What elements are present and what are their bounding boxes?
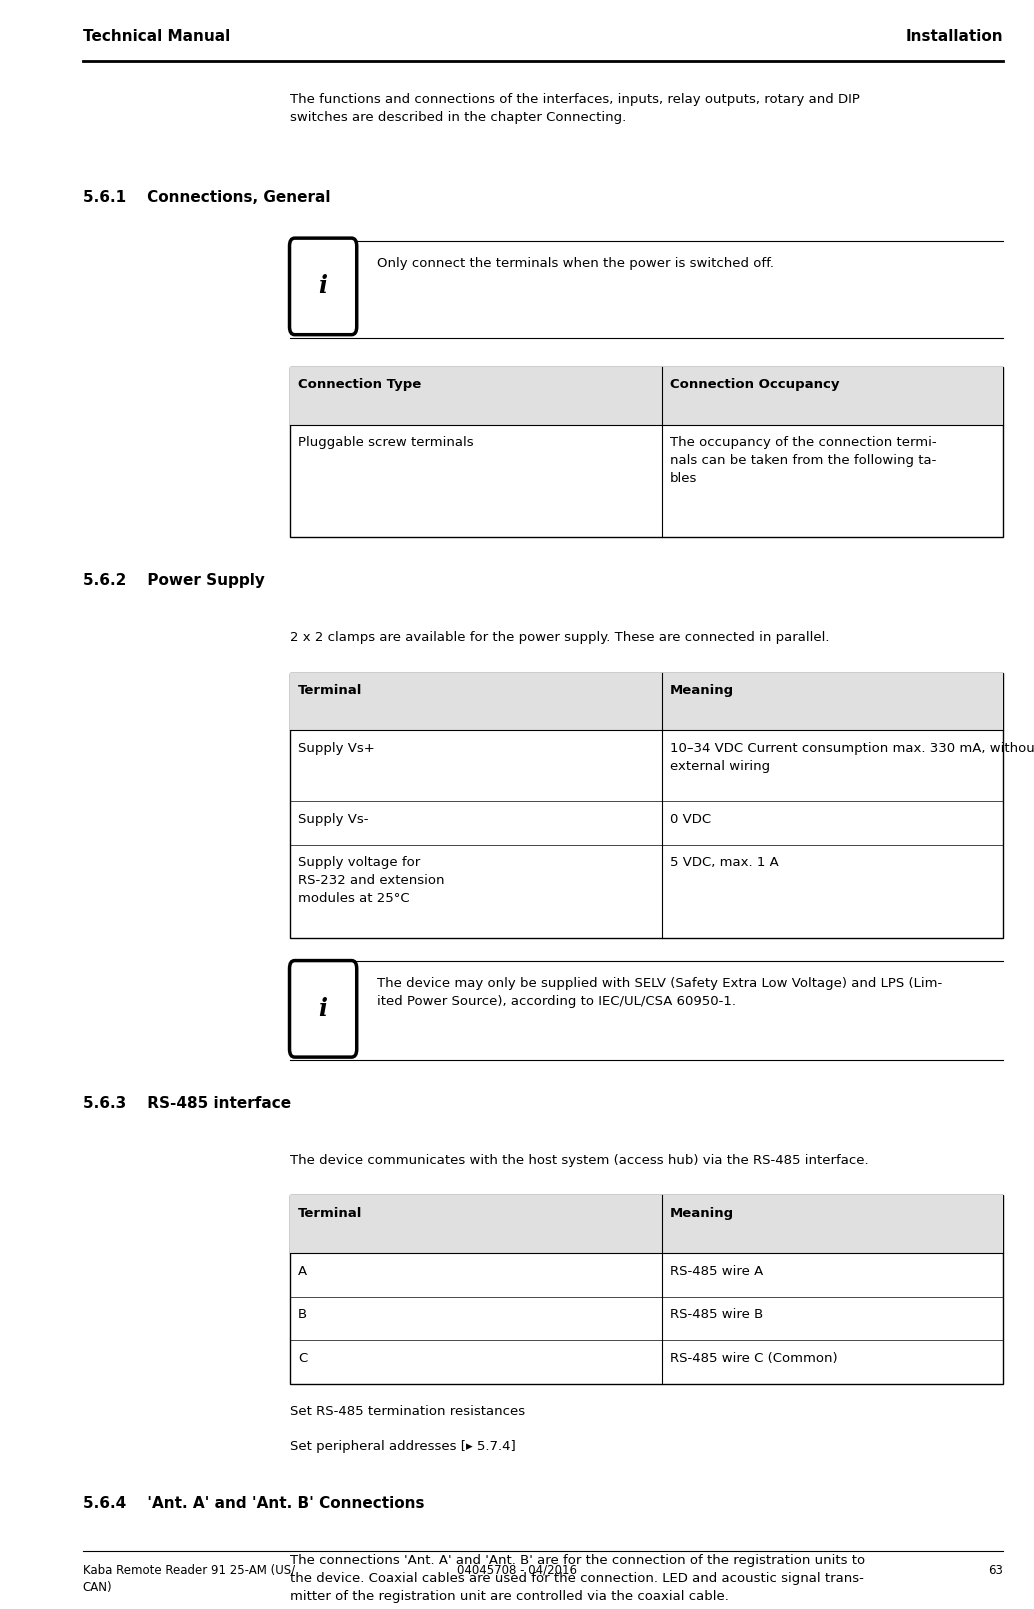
Bar [290,1195,1003,1253]
Text: 2 x 2 clamps are available for the power supply. These are connected in parallel: 2 x 2 clamps are available for the power… [290,631,829,644]
Text: Meaning: Meaning [670,684,734,697]
Text: The device communicates with the host system (access hub) via the RS-485 interfa: The device communicates with the host sy… [290,1154,869,1167]
Text: 5.6.4    'Ant. A' and 'Ant. B' Connections: 5.6.4 'Ant. A' and 'Ant. B' Connections [83,1496,424,1511]
FancyBboxPatch shape [290,238,357,335]
Text: B: B [298,1308,307,1321]
Text: The occupancy of the connection termi-
nals can be taken from the following ta-
: The occupancy of the connection termi- n… [670,436,937,484]
Text: Only connect the terminals when the power is switched off.: Only connect the terminals when the powe… [377,257,774,270]
Text: 10–34 VDC Current consumption max. 330 mA, without
external wiring: 10–34 VDC Current consumption max. 330 m… [670,742,1034,772]
Text: Installation: Installation [906,29,1003,43]
Text: RS-485 wire C (Common): RS-485 wire C (Common) [670,1352,838,1364]
Text: C: C [298,1352,307,1364]
Bar [290,673,1003,938]
Text: Kaba Remote Reader 91 25-AM (US/
CAN): Kaba Remote Reader 91 25-AM (US/ CAN) [83,1564,295,1595]
Text: Supply Vs+: Supply Vs+ [298,742,374,755]
Text: Connection Occupancy: Connection Occupancy [670,378,840,391]
Bar [290,673,1003,730]
Text: 63: 63 [989,1564,1003,1577]
Bar [290,367,1003,425]
Text: 5.6.2    Power Supply: 5.6.2 Power Supply [83,573,265,587]
Text: 5 VDC, max. 1 A: 5 VDC, max. 1 A [670,856,779,869]
Text: The functions and connections of the interfaces, inputs, relay outputs, rotary a: The functions and connections of the int… [290,93,859,124]
Text: 5.6.1    Connections, General: 5.6.1 Connections, General [83,190,330,204]
Text: Set RS-485 termination resistances: Set RS-485 termination resistances [290,1405,524,1418]
Text: Terminal: Terminal [298,684,362,697]
Text: Connection Type: Connection Type [298,378,421,391]
Text: 04045708 - 04/2016: 04045708 - 04/2016 [457,1564,577,1577]
Text: Supply Vs-: Supply Vs- [298,813,368,825]
Text: Pluggable screw terminals: Pluggable screw terminals [298,436,474,449]
Text: i: i [318,275,328,298]
Text: Terminal: Terminal [298,1207,362,1220]
Bar [290,1195,1003,1384]
Text: A: A [298,1265,307,1278]
Text: The device may only be supplied with SELV (Safety Extra Low Voltage) and LPS (Li: The device may only be supplied with SEL… [377,977,943,1007]
Text: RS-485 wire B: RS-485 wire B [670,1308,763,1321]
Text: The connections 'Ant. A' and 'Ant. B' are for the connection of the registration: The connections 'Ant. A' and 'Ant. B' ar… [290,1554,864,1603]
Text: Technical Manual: Technical Manual [83,29,230,43]
Text: Set peripheral addresses [▸ 5.7.4]: Set peripheral addresses [▸ 5.7.4] [290,1440,515,1453]
Text: RS-485 wire A: RS-485 wire A [670,1265,763,1278]
Text: 5.6.3    RS-485 interface: 5.6.3 RS-485 interface [83,1096,291,1110]
FancyBboxPatch shape [290,961,357,1057]
Bar [290,367,1003,537]
Text: 0 VDC: 0 VDC [670,813,711,825]
Text: Supply voltage for
RS-232 and extension
modules at 25°C: Supply voltage for RS-232 and extension … [298,856,445,904]
Text: Meaning: Meaning [670,1207,734,1220]
Text: i: i [318,998,328,1020]
